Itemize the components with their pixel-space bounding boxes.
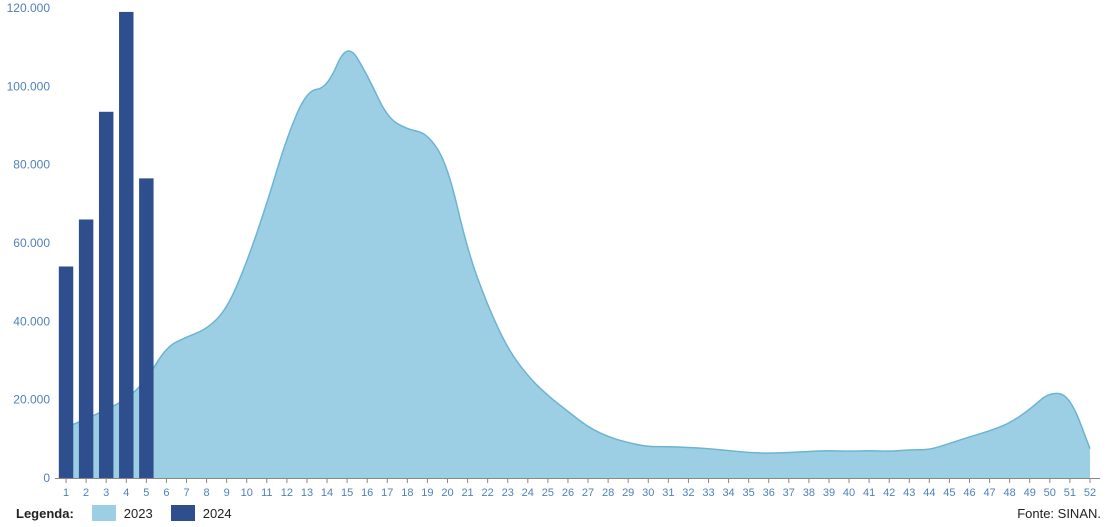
legend: Legenda: 2023 2024 [16,505,232,521]
x-tick-label: 50 [1044,487,1056,499]
x-tick-label: 19 [421,487,433,499]
bar-2024 [59,267,73,479]
x-tick-label: 29 [622,487,634,499]
x-tick-label: 28 [602,487,614,499]
x-tick-label: 11 [261,487,272,499]
x-tick-label: 7 [183,487,189,499]
x-tick-label: 31 [662,487,674,499]
x-tick-label: 24 [522,487,534,499]
legend-item-2024: 2024 [171,505,232,521]
x-tick-label: 46 [963,487,975,499]
y-tick-label: 40.000 [13,314,50,328]
x-tick-label: 25 [542,487,554,499]
x-tick-label: 52 [1084,487,1096,499]
x-tick-label: 15 [341,487,353,499]
x-tick-label: 20 [441,487,453,499]
x-tick-label: 47 [983,487,995,499]
chart-svg: 0 20.000 40.000 60.000 80.000 100.000 120.000 1… [0,0,1113,527]
x-tick-label: 21 [461,487,473,499]
x-tick-label: 5 [143,487,149,499]
x-tick-label: 37 [783,487,795,499]
y-tick-label: 100.000 [7,79,51,93]
x-tick-label: 32 [682,487,694,499]
x-tick-label: 13 [301,487,313,499]
legend-item-2023: 2023 [92,505,153,521]
y-tick-label: 80.000 [13,158,50,172]
legend-label-2023: 2023 [124,506,153,521]
x-tick-label: 17 [381,487,393,499]
y-tick-label: 120.000 [7,1,51,15]
x-tick-label: 22 [482,487,494,499]
legend-swatch-2024 [171,505,195,521]
x-tick-label: 30 [642,487,654,499]
x-tick-label: 10 [241,487,253,499]
y-tick-label: 60.000 [13,236,50,250]
x-tick-label: 36 [763,487,775,499]
y-tick-label: 20.000 [13,393,50,407]
x-tick-label: 48 [1004,487,1016,499]
legend-label-2024: 2024 [203,506,232,521]
x-tick-label: 44 [923,487,935,499]
source-text: Fonte: SINAN. [1017,506,1101,521]
x-tick-label: 40 [843,487,855,499]
x-tick-label: 51 [1064,487,1076,499]
x-tick-label: 12 [281,487,293,499]
x-tick-label: 4 [123,487,129,499]
x-tick-label: 8 [204,487,210,499]
legend-title: Legenda: [16,506,74,521]
bar-2024 [79,220,93,479]
chart-container: 0 20.000 40.000 60.000 80.000 100.000 120.000 1… [0,0,1113,527]
legend-swatch-2023 [92,505,116,521]
bar-2024 [139,178,153,478]
x-tick-label: 26 [562,487,574,499]
x-tick-label: 23 [502,487,514,499]
x-tick-label: 18 [401,487,413,499]
x-tick-label: 1 [63,487,69,499]
y-tick-label: 0 [43,471,50,485]
x-tick-label: 43 [903,487,915,499]
x-tick-label: 49 [1024,487,1036,499]
x-tick-label: 39 [823,487,835,499]
x-tick-label: 6 [163,487,169,499]
x-tick-label: 27 [582,487,594,499]
x-tick-label: 42 [883,487,895,499]
x-tick-label: 9 [224,487,230,499]
bar-2024 [119,12,133,478]
x-tick-label: 3 [103,487,109,499]
bar-2024 [99,112,113,478]
x-tick-label: 2 [83,487,89,499]
x-tick-label: 35 [743,487,755,499]
x-tick-label: 45 [943,487,955,499]
x-tick-label: 34 [722,487,734,499]
x-tick-label: 14 [321,487,333,499]
x-tick-label: 41 [863,487,875,499]
x-tick-label: 38 [803,487,815,499]
x-tick-label: 16 [361,487,373,499]
x-tick-label: 33 [702,487,714,499]
